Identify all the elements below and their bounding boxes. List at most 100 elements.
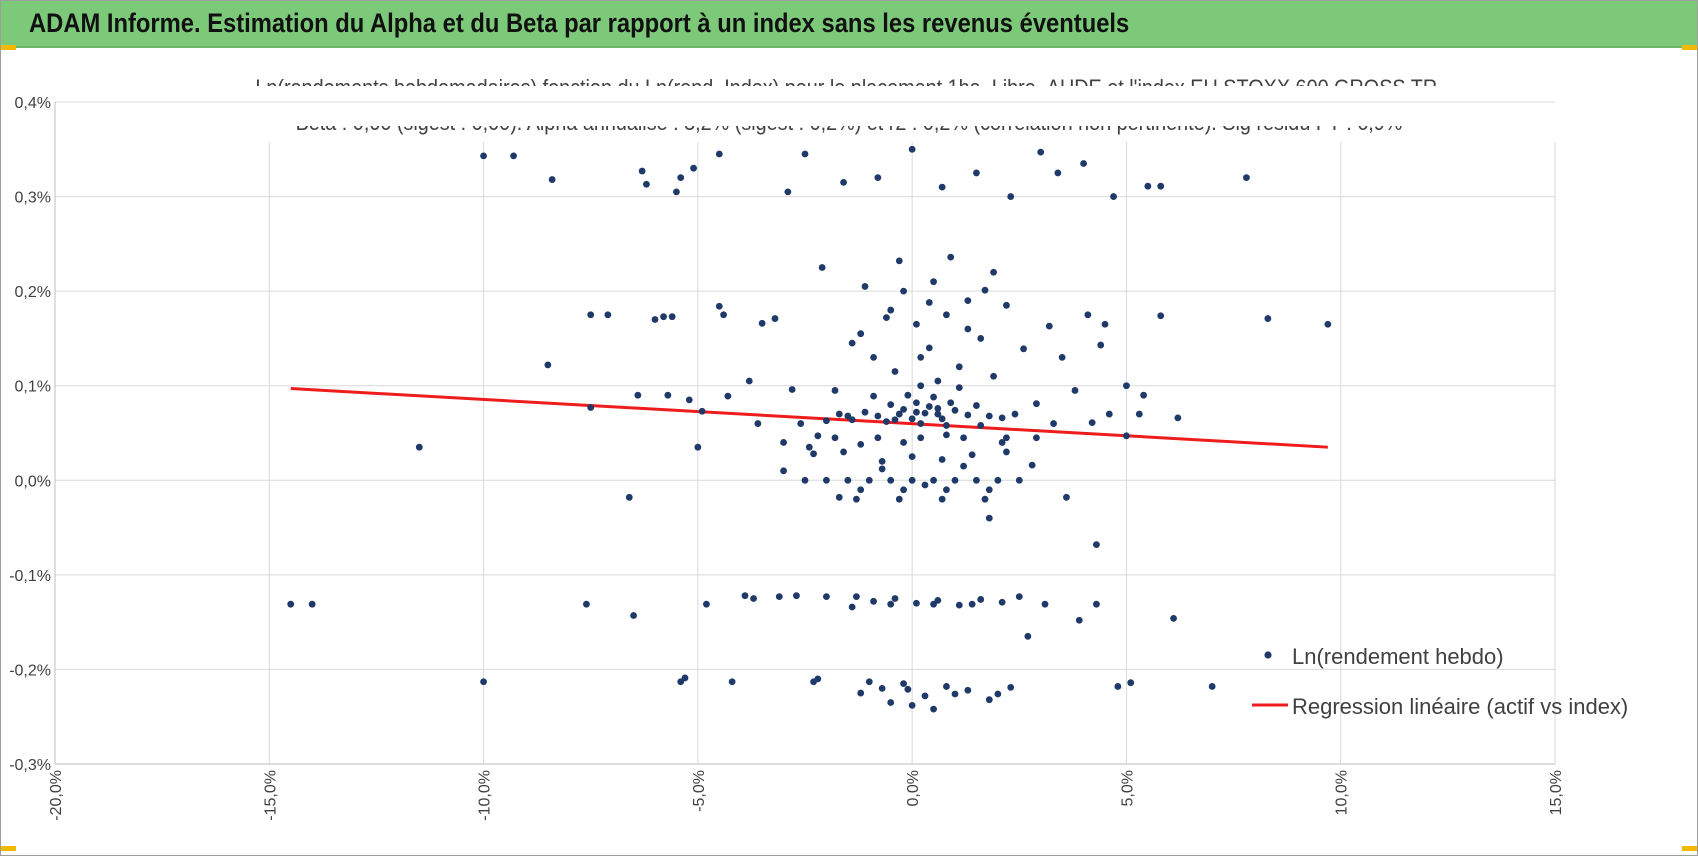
axes: -20,0% -15,0% -10,0% -5,0% 0,0% 5,0% 10,0% 15,0…	[9, 95, 1565, 821]
y-tick-label: 0,1%	[15, 379, 51, 396]
data-point	[900, 680, 907, 688]
data-point	[964, 297, 972, 304]
data-point	[930, 705, 937, 713]
data-point	[690, 164, 697, 172]
data-point	[925, 403, 933, 410]
data-point	[587, 404, 595, 411]
data-point	[977, 422, 985, 429]
data-point	[415, 443, 423, 451]
data-point	[908, 476, 916, 484]
data-point	[887, 306, 895, 314]
data-point	[908, 415, 916, 423]
data-point	[664, 391, 672, 399]
data-point	[883, 418, 890, 426]
legend-label-points: Ln(rendement hebdo)	[1292, 644, 1504, 669]
data-point	[964, 686, 972, 694]
data-point	[1093, 600, 1100, 608]
data-point	[1041, 600, 1049, 608]
data-point	[934, 596, 942, 604]
data-point	[943, 486, 950, 494]
data-point	[981, 495, 989, 503]
data-point	[835, 410, 843, 418]
data-point	[1075, 616, 1083, 624]
data-point	[831, 387, 839, 394]
data-point	[1050, 420, 1057, 427]
data-point	[930, 393, 937, 401]
data-point	[715, 150, 723, 158]
data-point	[1084, 311, 1092, 319]
data-point	[853, 495, 860, 503]
legend: Ln(rendement hebdo) Regression linéaire …	[1252, 644, 1628, 719]
data-point	[943, 683, 950, 690]
data-point	[544, 361, 552, 369]
data-point	[681, 674, 689, 682]
data-point	[878, 457, 886, 465]
data-point	[1157, 182, 1165, 190]
data-point	[960, 462, 967, 470]
data-point	[840, 448, 847, 456]
data-point	[840, 178, 847, 186]
data-point	[973, 402, 980, 409]
data-point	[857, 689, 865, 697]
data-point	[1114, 683, 1122, 690]
corner-mark-bottom-left	[1, 846, 16, 851]
data-point	[814, 675, 822, 683]
data-point	[1003, 448, 1010, 456]
data-point	[1264, 315, 1272, 322]
data-point	[951, 476, 959, 484]
data-point	[998, 439, 1006, 446]
data-point	[1054, 169, 1062, 177]
data-point	[990, 372, 997, 380]
data-point	[788, 386, 796, 393]
data-point	[1324, 320, 1332, 328]
data-point	[1033, 400, 1040, 408]
data-point	[818, 264, 826, 271]
data-point	[861, 283, 869, 290]
data-point	[865, 476, 873, 484]
data-point	[878, 684, 886, 692]
data-point	[985, 514, 993, 522]
data-point	[1110, 193, 1117, 200]
data-point	[848, 416, 856, 424]
data-point	[1140, 391, 1147, 399]
corner-mark-top-left	[1, 45, 16, 50]
data-point	[887, 476, 895, 484]
data-point	[1093, 541, 1100, 548]
data-point	[951, 406, 959, 414]
data-point	[934, 377, 942, 385]
data-point	[745, 377, 753, 385]
data-point	[673, 188, 680, 196]
data-point	[1071, 387, 1079, 394]
data-point	[780, 439, 787, 446]
data-point	[878, 465, 886, 473]
data-point	[797, 420, 805, 427]
data-point	[724, 392, 732, 400]
data-point	[848, 339, 856, 347]
data-point	[810, 450, 817, 458]
data-point	[844, 476, 852, 484]
data-point	[651, 316, 659, 323]
data-point	[715, 302, 723, 310]
data-point	[775, 593, 783, 601]
data-point	[758, 319, 766, 327]
data-point	[900, 486, 907, 494]
data-point	[685, 396, 693, 404]
data-point	[955, 363, 963, 371]
data-point	[848, 603, 856, 611]
data-point	[938, 415, 946, 423]
data-point	[643, 180, 650, 188]
data-point	[814, 432, 822, 440]
data-point	[921, 481, 929, 489]
data-point	[625, 493, 633, 501]
data-point	[831, 434, 839, 442]
data-point	[913, 408, 920, 416]
data-point	[994, 476, 1002, 484]
corner-mark-bottom-right	[1682, 846, 1697, 851]
data-point	[874, 412, 882, 420]
data-point	[921, 409, 929, 417]
data-point	[917, 353, 925, 361]
data-point	[1170, 614, 1177, 622]
data-point	[1028, 461, 1036, 469]
data-point	[784, 188, 792, 196]
